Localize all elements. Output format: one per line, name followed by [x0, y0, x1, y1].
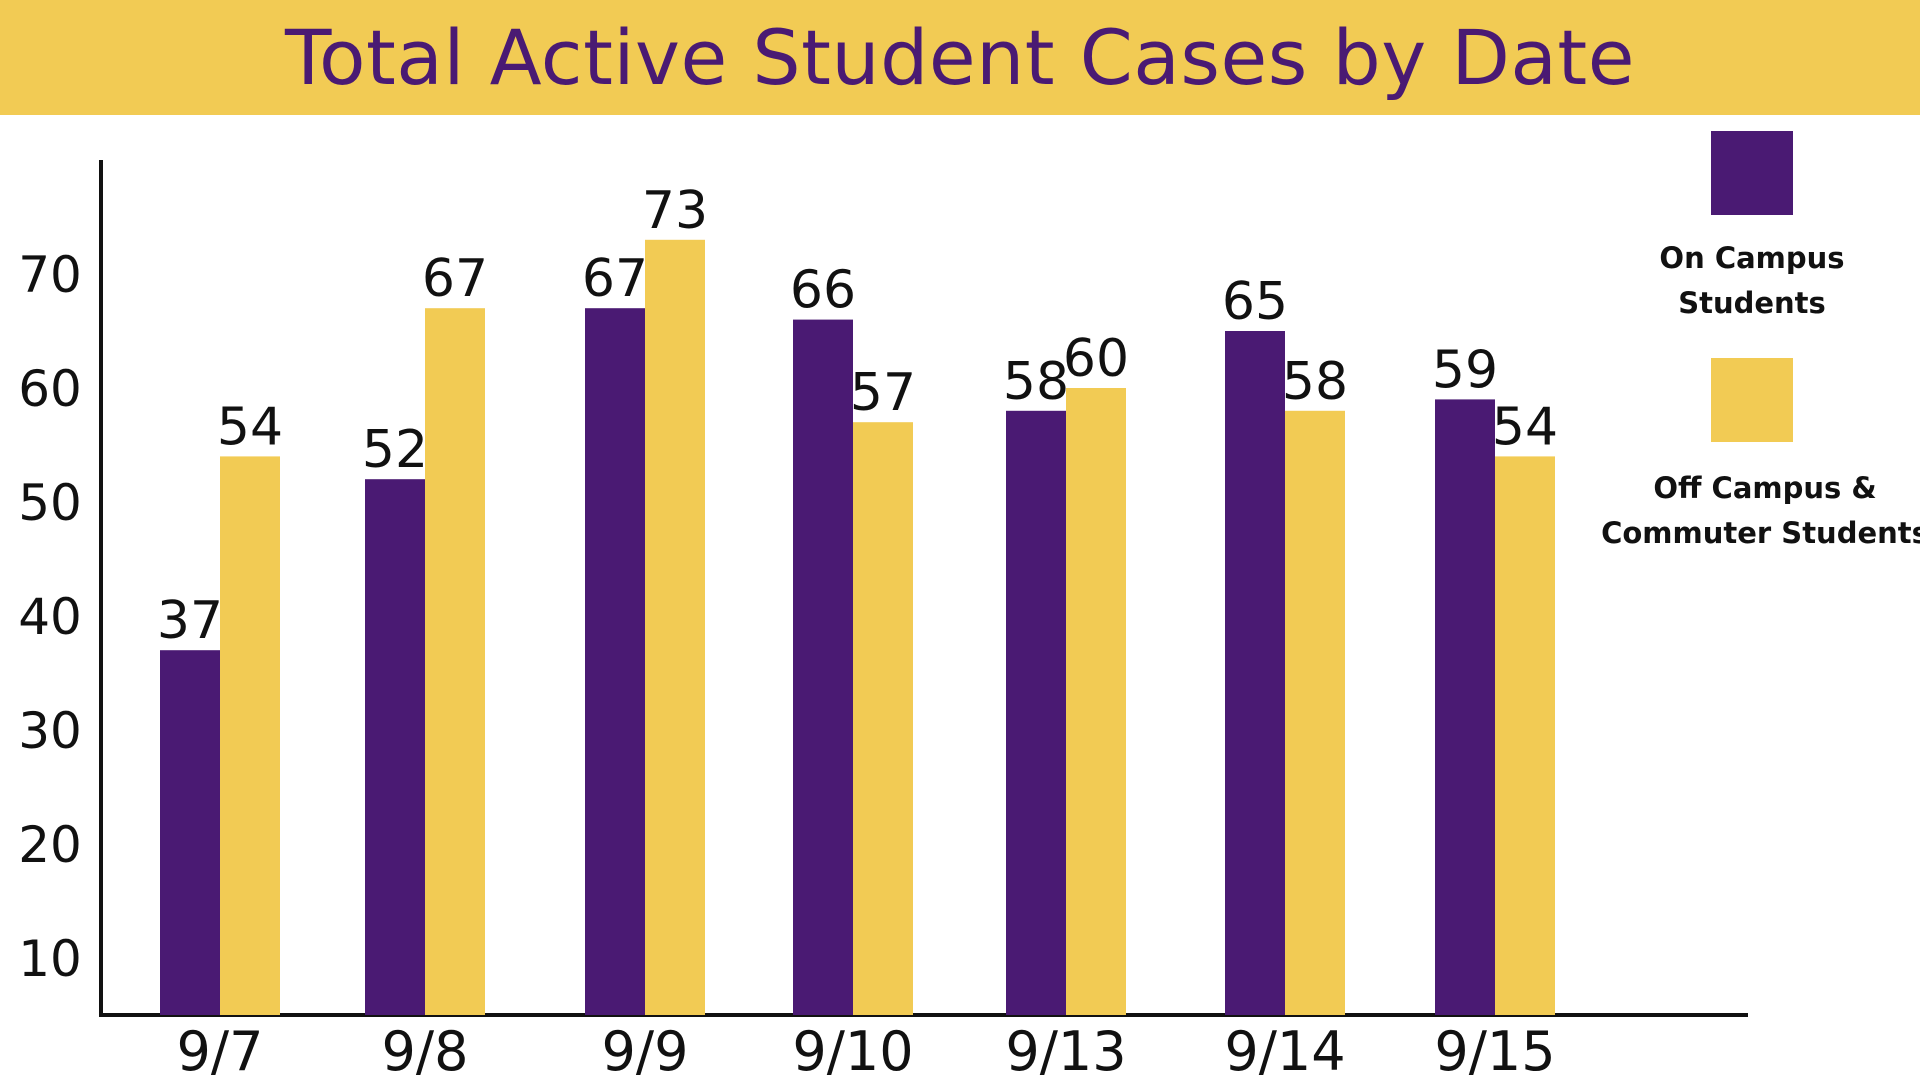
x-tick-label: 9/14	[1224, 1020, 1345, 1080]
legend-line: On Campus	[1659, 241, 1845, 275]
data-label: 52	[362, 420, 428, 480]
y-tick-label: 70	[18, 246, 82, 304]
y-tick-label: 10	[18, 930, 82, 988]
legend-swatch-off-campus	[1711, 358, 1793, 442]
y-tick-label: 50	[18, 474, 82, 532]
data-label: 60	[1063, 329, 1129, 389]
bar-off-campus	[853, 422, 913, 1015]
x-tick-label: 9/10	[792, 1020, 913, 1080]
bar-on-campus	[1225, 331, 1285, 1015]
data-label: 54	[217, 397, 283, 457]
bar-on-campus	[585, 308, 645, 1015]
data-label: 37	[157, 591, 223, 651]
data-label: 59	[1432, 340, 1498, 400]
bar-off-campus	[1285, 410, 1345, 1015]
data-label: 67	[582, 249, 648, 309]
data-label: 73	[642, 181, 708, 241]
title-band: Total Active Student Cases by Date	[0, 0, 1920, 115]
bar-on-campus	[1435, 399, 1495, 1015]
legend-line: Commuter Students	[1601, 516, 1920, 550]
bar-on-campus	[160, 650, 220, 1015]
bar-off-campus	[220, 456, 280, 1015]
chart-title: Total Active Student Cases by Date	[284, 13, 1635, 102]
y-tick-label: 30	[18, 702, 82, 760]
x-tick-label: 9/9	[602, 1020, 689, 1080]
data-label: 66	[790, 261, 856, 321]
x-tick-label: 9/8	[382, 1020, 469, 1080]
bar-on-campus	[1006, 410, 1066, 1015]
data-label: 54	[1492, 397, 1558, 457]
legend-swatch-on-campus	[1711, 131, 1793, 215]
legend-line: Off Campus &	[1653, 471, 1877, 505]
data-label: 58	[1003, 352, 1069, 412]
x-tick-label: 9/7	[177, 1020, 264, 1080]
bar-off-campus	[1495, 456, 1555, 1015]
bar-off-campus	[645, 239, 705, 1016]
legend-label-off-campus: Off Campus & Commuter Students	[1600, 466, 1920, 556]
y-tick-label: 60	[18, 360, 82, 418]
legend-label-on-campus: On Campus Students	[1620, 236, 1884, 326]
data-label: 67	[422, 249, 488, 309]
bar-on-campus	[365, 479, 425, 1015]
y-tick-label: 40	[18, 588, 82, 646]
y-tick-label: 20	[18, 816, 82, 874]
data-label: 58	[1282, 352, 1348, 412]
data-label: 65	[1222, 272, 1288, 332]
data-label: 57	[850, 363, 916, 423]
x-tick-label: 9/13	[1005, 1020, 1126, 1080]
bar-off-campus	[1066, 388, 1126, 1015]
x-tick-label: 9/15	[1434, 1020, 1555, 1080]
legend-line: Students	[1678, 286, 1826, 320]
bar-off-campus	[425, 308, 485, 1015]
bar-on-campus	[793, 319, 853, 1016]
